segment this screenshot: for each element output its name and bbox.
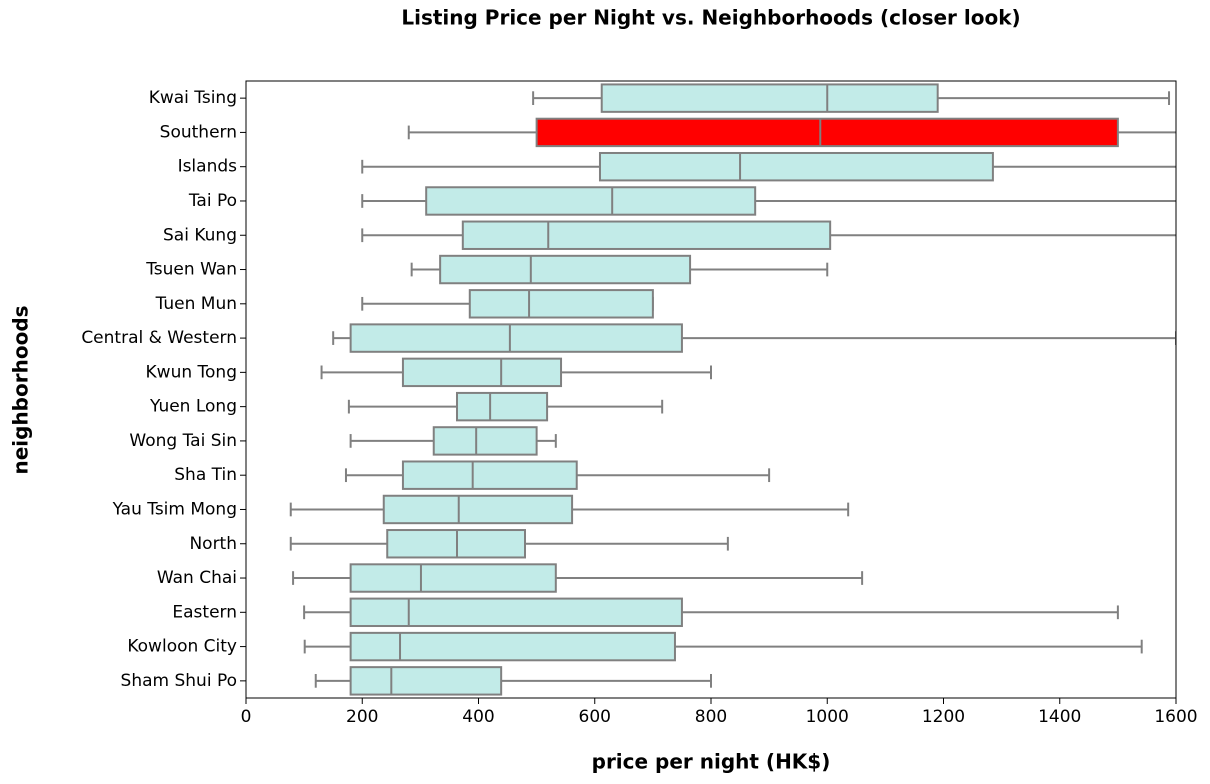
y-tick-label: Yuen Long	[149, 397, 237, 417]
box	[455, 391, 549, 422]
x-tick-label: 800	[695, 707, 727, 727]
y-tick-label: Wong Tai Sin	[129, 431, 237, 451]
box	[349, 597, 683, 628]
x-axis-label: price per night (HK$)	[592, 750, 831, 774]
box	[535, 117, 1119, 148]
y-tick-label: Kwai Tsing	[149, 88, 237, 108]
x-tick-label: 200	[346, 707, 378, 727]
y-tick-label: Sham Shui Po	[121, 671, 237, 691]
x-tick-label: 1400	[1038, 707, 1081, 727]
x-tick-label: 1600	[1154, 707, 1197, 727]
y-tick-label: Kowloon City	[127, 637, 237, 657]
y-tick-label: Tsuen Wan	[145, 260, 237, 280]
box	[401, 460, 578, 490]
x-tick-label: 600	[579, 707, 611, 727]
y-tick-label: Southern	[160, 122, 237, 142]
y-tick-label: Sha Tin	[174, 465, 237, 485]
x-tick-label: 0	[241, 707, 252, 727]
y-tick-label: Tai Po	[188, 191, 237, 211]
box	[349, 631, 676, 662]
y-tick-label: Yau Tsim Mong	[112, 499, 237, 519]
box	[598, 151, 994, 182]
x-tick-label: 400	[462, 707, 494, 727]
box	[600, 83, 939, 113]
box	[439, 254, 692, 285]
box	[382, 494, 574, 525]
box	[349, 563, 557, 593]
y-tick-label: Central & Western	[81, 328, 237, 348]
y-tick-label: Eastern	[172, 602, 237, 622]
y-tick-label: Islands	[178, 157, 238, 177]
y-tick-label: Kwun Tong	[146, 362, 237, 382]
box	[401, 357, 563, 388]
plot-area	[289, 83, 1176, 696]
chart-title: Listing Price per Night vs. Neighborhood…	[401, 6, 1020, 30]
y-tick-label: Sai Kung	[163, 225, 237, 245]
y-tick-label: Tuen Mun	[155, 294, 237, 314]
box	[468, 289, 654, 319]
x-tick-label: 1200	[922, 707, 965, 727]
box	[425, 186, 757, 216]
box	[349, 666, 503, 696]
y-tick-label: Wan Chai	[157, 568, 237, 588]
y-tick-label: North	[189, 534, 237, 554]
x-tick-label: 1000	[806, 707, 849, 727]
y-axis-label: neighborhoods	[9, 305, 33, 474]
box	[349, 323, 683, 353]
box	[432, 426, 538, 456]
box	[461, 220, 832, 250]
